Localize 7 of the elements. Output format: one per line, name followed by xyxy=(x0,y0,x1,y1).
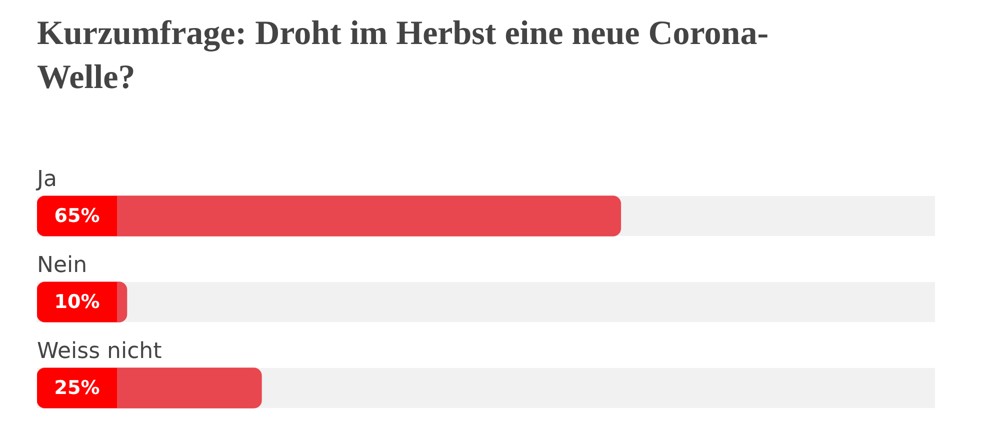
data-label: 65% xyxy=(54,204,100,227)
y-tick-label: Nein xyxy=(37,253,88,278)
y-tick-label: Ja xyxy=(35,167,57,192)
y-tick-label: Weiss nicht xyxy=(37,339,162,364)
data-label: 10% xyxy=(54,290,100,313)
chart-title: Kurzumfrage: Droht im Herbst eine neue Corona-Welle? xyxy=(37,14,770,98)
data-label: 25% xyxy=(54,376,100,399)
